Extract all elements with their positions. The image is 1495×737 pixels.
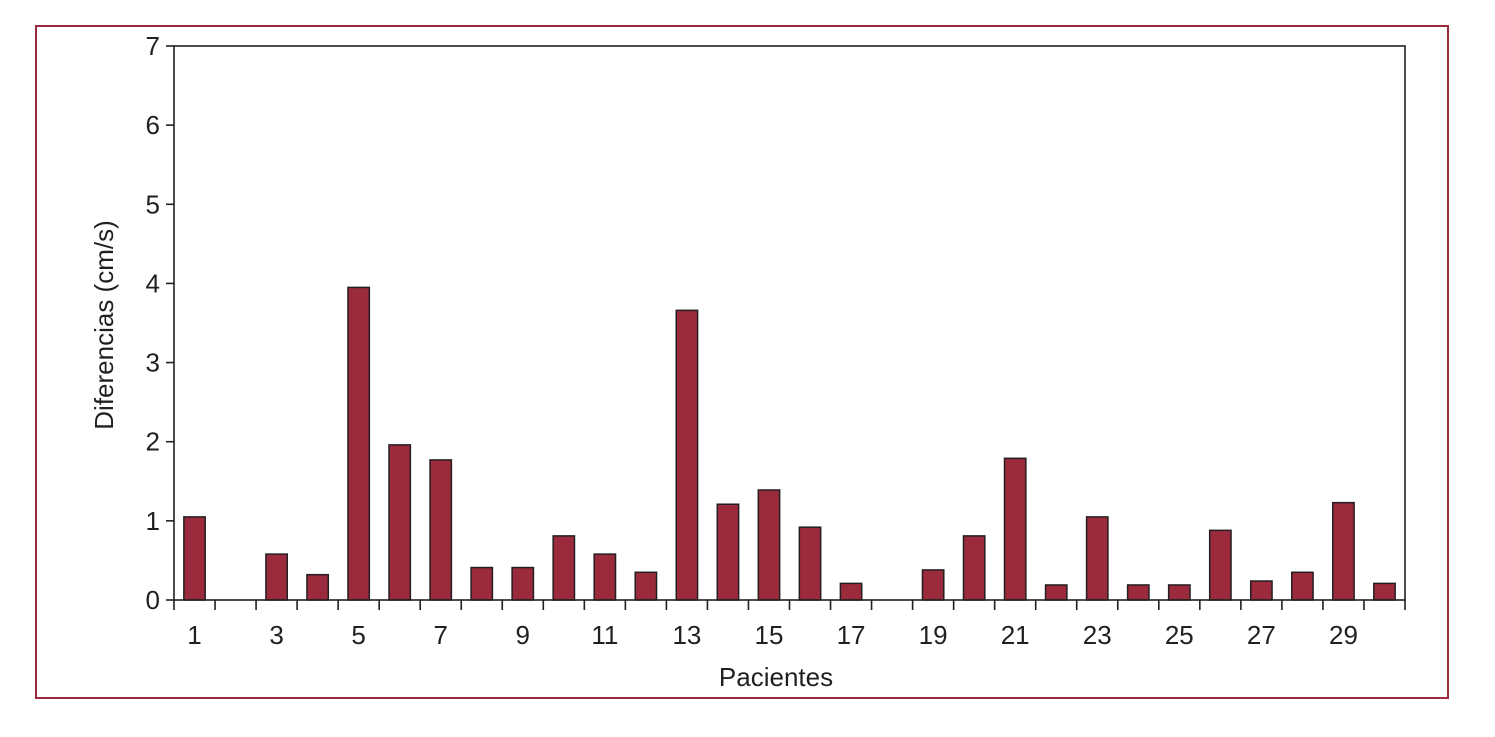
- bar-paciente-21: [1003, 457, 1027, 601]
- bar-paciente-14: [716, 503, 740, 601]
- bar-paciente-1: [183, 516, 206, 601]
- bar-paciente-6: [388, 444, 412, 601]
- x-tick-label-9: 9: [516, 620, 530, 650]
- y-tick-label-1: 1: [146, 506, 160, 536]
- y-tick-label-7: 7: [146, 31, 160, 61]
- bar-paciente-10: [552, 535, 576, 601]
- bar-paciente-16: [798, 526, 822, 601]
- x-tick-label-17: 17: [837, 620, 866, 650]
- bar-paciente-3: [265, 553, 289, 601]
- x-axis-title: Pacientes: [719, 662, 833, 692]
- bar-paciente-20: [962, 535, 986, 601]
- x-tick-label-3: 3: [269, 620, 283, 650]
- bar-paciente-8: [470, 566, 494, 601]
- x-tick-label-27: 27: [1247, 620, 1276, 650]
- y-tick-label-4: 4: [146, 268, 160, 298]
- bar-paciente-30: [1373, 582, 1396, 601]
- bar-paciente-17: [839, 582, 863, 601]
- bar-paciente-19: [921, 569, 945, 601]
- bar-paciente-15: [757, 489, 781, 601]
- bar-paciente-27: [1249, 580, 1273, 601]
- bar-paciente-13: [675, 309, 699, 601]
- x-tick-label-1: 1: [187, 620, 201, 650]
- x-tick-label-11: 11: [591, 620, 618, 650]
- x-tick-label-7: 7: [433, 620, 447, 650]
- x-tick-label-29: 29: [1329, 620, 1358, 650]
- bar-paciente-4: [306, 573, 330, 601]
- y-tick-label-6: 6: [146, 110, 160, 140]
- bars-group: [183, 286, 1396, 601]
- x-tick-label-15: 15: [755, 620, 784, 650]
- y-tick-label-0: 0: [146, 585, 160, 615]
- bar-paciente-23: [1085, 516, 1109, 601]
- bar-paciente-7: [429, 459, 453, 601]
- bar-paciente-29: [1332, 501, 1355, 601]
- bar-paciente-24: [1126, 584, 1150, 601]
- bar-paciente-25: [1167, 584, 1191, 601]
- x-tick-label-23: 23: [1083, 620, 1112, 650]
- x-tick-label-13: 13: [672, 620, 701, 650]
- bar-paciente-12: [634, 571, 658, 601]
- bar-paciente-28: [1291, 571, 1314, 601]
- y-axis-title: Diferencias (cm/s): [89, 220, 119, 429]
- x-tick-label-19: 19: [919, 620, 948, 650]
- chart-frame: [35, 25, 1449, 699]
- x-tick-label-5: 5: [351, 620, 365, 650]
- x-tick-label-25: 25: [1165, 620, 1194, 650]
- bar-paciente-9: [511, 566, 535, 601]
- bar-paciente-5: [347, 286, 371, 601]
- x-tick-label-21: 21: [1001, 620, 1030, 650]
- bar-paciente-11: [593, 553, 617, 601]
- y-tick-label-3: 3: [146, 348, 160, 378]
- y-tick-label-5: 5: [146, 189, 160, 219]
- bar-paciente-26: [1208, 529, 1232, 601]
- y-tick-label-2: 2: [146, 427, 160, 457]
- bar-paciente-22: [1044, 584, 1068, 601]
